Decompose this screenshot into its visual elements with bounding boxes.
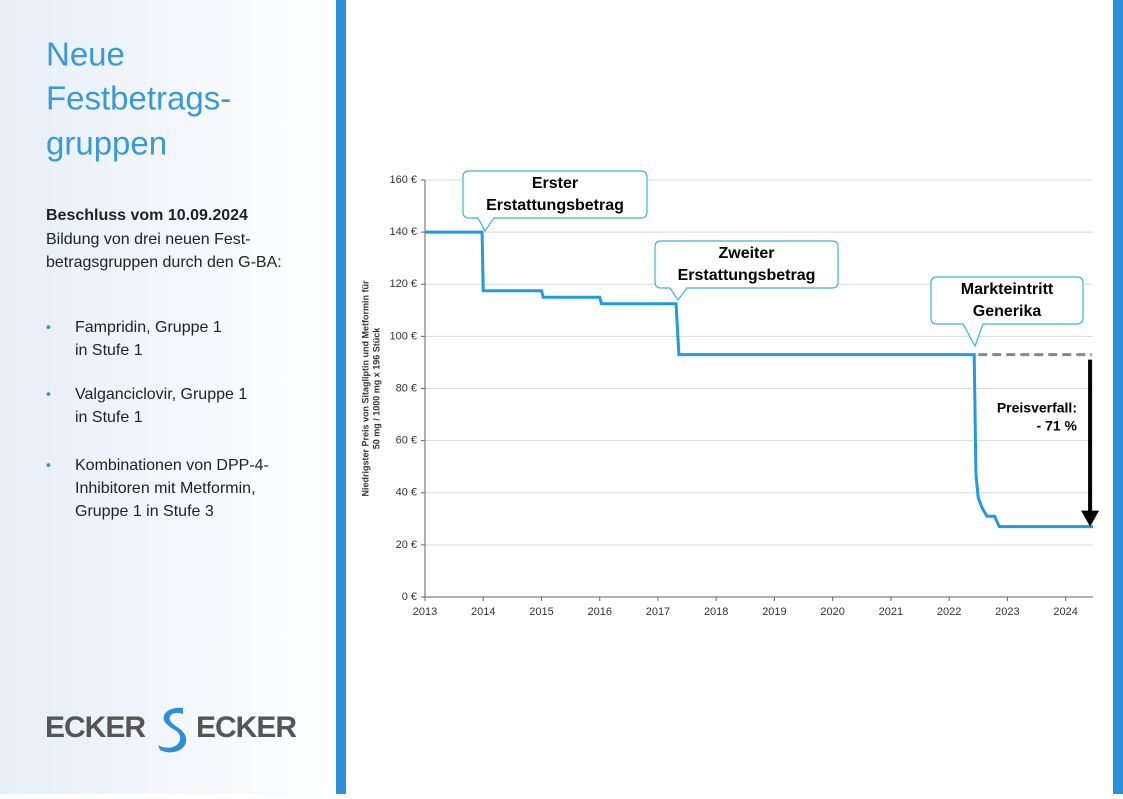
x-tick-label: 2016 xyxy=(587,606,611,618)
bullet-text: Gruppe 1 in Stufe 3 xyxy=(75,503,214,520)
bullet-dot: • xyxy=(46,386,51,402)
y-tick-label: 100 € xyxy=(389,330,417,342)
divider-bar xyxy=(336,0,346,794)
slide-title: gruppen xyxy=(46,125,167,162)
x-tick-label: 2018 xyxy=(704,606,728,618)
callout-box xyxy=(654,240,839,302)
callout-text: Erster xyxy=(532,175,578,192)
y-axis-label-line: Niedrigster Preis von Sitagliptin und Me… xyxy=(360,280,370,497)
arrow-head xyxy=(1081,510,1100,527)
price-line xyxy=(425,230,1093,529)
y-tick-label: 140 € xyxy=(389,226,417,238)
x-tick-label: 2022 xyxy=(937,606,961,618)
callout-text: Zweiter xyxy=(718,245,774,262)
bullet-dot: • xyxy=(46,319,51,335)
y-tick-label: 80 € xyxy=(396,382,417,394)
x-tick-label: 2013 xyxy=(413,606,437,618)
logo-text: ECKER xyxy=(196,711,297,744)
y-axis-label: Niedrigster Preis von Sitagliptin und Me… xyxy=(360,280,381,497)
right-bar xyxy=(1113,0,1123,794)
slide-title: Festbetrags- xyxy=(46,80,231,117)
x-tick-label: 2020 xyxy=(820,606,844,618)
callout-text: Markteintritt xyxy=(961,281,1054,298)
bullet-dot: • xyxy=(46,457,51,473)
drop-label: - 71 % xyxy=(1037,418,1078,434)
x-tick-label: 2023 xyxy=(995,606,1019,618)
x-tick-label: 2021 xyxy=(879,606,903,618)
bullet-text: Inhibitoren mit Metformin, xyxy=(75,480,256,497)
bullet-text: Fampridin, Gruppe 1 xyxy=(75,319,222,336)
y-tick-label: 60 € xyxy=(396,435,417,447)
heading: Beschluss vom 10.09.2024 xyxy=(46,207,248,224)
drop-label: Preisverfall: xyxy=(997,400,1077,416)
y-tick-label: 0 € xyxy=(402,591,417,603)
callout-box xyxy=(462,170,648,233)
x-tick-label: 2015 xyxy=(529,606,553,618)
callout-text: Erstattungsbetrag xyxy=(486,197,624,214)
callout-text: Erstattungsbetrag xyxy=(678,267,816,284)
slide-title: Neue xyxy=(46,36,125,73)
logo-text: ECKER xyxy=(45,711,146,744)
x-tick-label: 2017 xyxy=(646,606,670,618)
x-tick-label: 2014 xyxy=(471,606,495,618)
y-tick-label: 20 € xyxy=(396,539,417,551)
y-tick-label: 160 € xyxy=(389,174,417,186)
bullet-text: Kombinationen von DPP-4- xyxy=(75,457,269,474)
bullet-text: in Stufe 1 xyxy=(75,342,143,359)
callout-text: Generika xyxy=(973,303,1042,320)
callout-box xyxy=(930,276,1084,348)
x-tick-label: 2024 xyxy=(1053,606,1077,618)
y-tick-label: 40 € xyxy=(396,487,417,499)
bullet-text: Valganciclovir, Gruppe 1 xyxy=(75,386,247,403)
y-tick-label: 120 € xyxy=(389,278,417,290)
body-text: betragsgruppen durch den G-BA: xyxy=(46,254,282,271)
y-axis-label-line: 50 mg / 1000 mg x 196 Stück xyxy=(371,327,381,450)
body-text: Bildung von drei neuen Fest- xyxy=(46,231,251,248)
logo-symbol xyxy=(158,707,187,753)
x-tick-label: 2019 xyxy=(762,606,786,618)
bullet-text: in Stufe 1 xyxy=(75,409,143,426)
sidebar-bg xyxy=(0,0,336,794)
